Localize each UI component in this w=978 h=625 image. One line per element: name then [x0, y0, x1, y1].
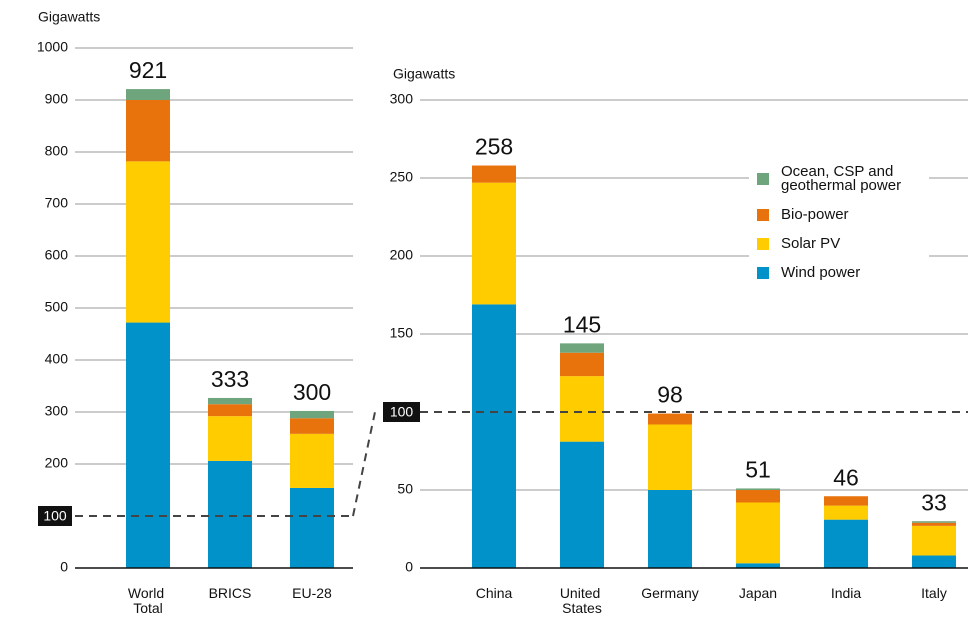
- bar-segment: [912, 521, 956, 523]
- bar-segment: [648, 413, 692, 425]
- total-label: 300: [293, 379, 331, 405]
- bar-segment: [472, 304, 516, 568]
- y-tick-label: 250: [390, 169, 414, 185]
- y-tick-label: 1000: [37, 39, 68, 55]
- x-tick-label: India: [831, 585, 862, 601]
- y-tick-label: 300: [45, 403, 69, 419]
- y-tick-label: 150: [390, 325, 414, 341]
- y-tick-label: 200: [45, 455, 69, 471]
- bar-segment: [736, 502, 780, 564]
- bar-segment: [824, 519, 868, 568]
- legend-swatch: [757, 173, 769, 185]
- bar-segment: [472, 182, 516, 305]
- x-tick-label: China: [476, 585, 513, 601]
- bar-segment: [126, 89, 170, 100]
- bar-segment: [126, 161, 170, 323]
- bar-segment: [208, 397, 252, 405]
- bar-segment: [560, 343, 604, 353]
- total-label: 51: [745, 457, 771, 483]
- bar-segment: [736, 490, 780, 503]
- reference-box: [383, 402, 420, 422]
- axis-label: Gigawatts: [393, 66, 455, 82]
- bar-segment: [824, 496, 868, 506]
- bar-segment: [472, 165, 516, 183]
- y-tick-label: 800: [45, 143, 69, 159]
- y-tick-label: 700: [45, 195, 69, 211]
- legend-swatch: [757, 267, 769, 279]
- x-tick-label: EU-28: [292, 585, 332, 601]
- x-tick-label: United States: [560, 585, 604, 616]
- x-tick-label: Japan: [739, 585, 777, 601]
- legend-swatch: [757, 238, 769, 250]
- bar-segment: [736, 563, 780, 568]
- legend-label: Solar PV: [781, 235, 840, 252]
- bar-segment: [208, 460, 252, 568]
- legend-label: Bio-power: [781, 206, 849, 223]
- bar-segment: [912, 522, 956, 526]
- y-tick-label: 0: [60, 559, 68, 575]
- legend-label: Ocean, CSP and geothermal power: [781, 163, 901, 194]
- y-tick-label: 600: [45, 247, 69, 263]
- legend-label: Wind power: [781, 264, 860, 281]
- y-tick-label: 200: [390, 247, 414, 263]
- total-label: 98: [657, 382, 683, 408]
- y-tick-label: 300: [390, 91, 414, 107]
- bar-segment: [126, 322, 170, 568]
- connector: [352, 411, 376, 517]
- y-tick-label: 400: [45, 351, 69, 367]
- total-label: 333: [211, 366, 249, 392]
- x-tick-label: World Total: [128, 585, 168, 616]
- y-tick-label: 500: [45, 299, 69, 315]
- x-tick-label: Italy: [921, 585, 947, 601]
- total-label: 46: [833, 464, 859, 490]
- y-tick-label: 50: [397, 481, 413, 497]
- y-tick-label: 100: [43, 508, 67, 524]
- bar-segment: [290, 433, 334, 488]
- bar-segment: [208, 404, 252, 417]
- bar-segment: [560, 376, 604, 442]
- bar-segment: [648, 490, 692, 568]
- legend-background: [749, 155, 929, 287]
- reference-box: [38, 506, 72, 526]
- y-tick-label: 100: [390, 404, 414, 420]
- bar-segment: [560, 441, 604, 568]
- bar-segment: [648, 424, 692, 490]
- total-label: 33: [921, 489, 947, 515]
- bar-segment: [290, 410, 334, 419]
- bar-segment: [290, 487, 334, 568]
- bar-segment: [736, 488, 780, 490]
- axis-label: Gigawatts: [38, 9, 100, 25]
- bar-segment: [912, 555, 956, 568]
- bar-segment: [208, 416, 252, 461]
- total-label: 145: [563, 311, 601, 337]
- x-tick-label: BRICS: [209, 585, 252, 601]
- x-tick-label: Germany: [641, 585, 699, 601]
- y-tick-label: 900: [45, 91, 69, 107]
- bar-segment: [912, 525, 956, 556]
- total-label: 258: [475, 134, 513, 160]
- bar-segment: [560, 352, 604, 377]
- legend-swatch: [757, 209, 769, 221]
- bar-segment: [126, 100, 170, 162]
- y-tick-label: 0: [405, 559, 413, 575]
- bar-segment: [824, 505, 868, 520]
- bar-segment: [290, 418, 334, 434]
- total-label: 921: [129, 57, 167, 83]
